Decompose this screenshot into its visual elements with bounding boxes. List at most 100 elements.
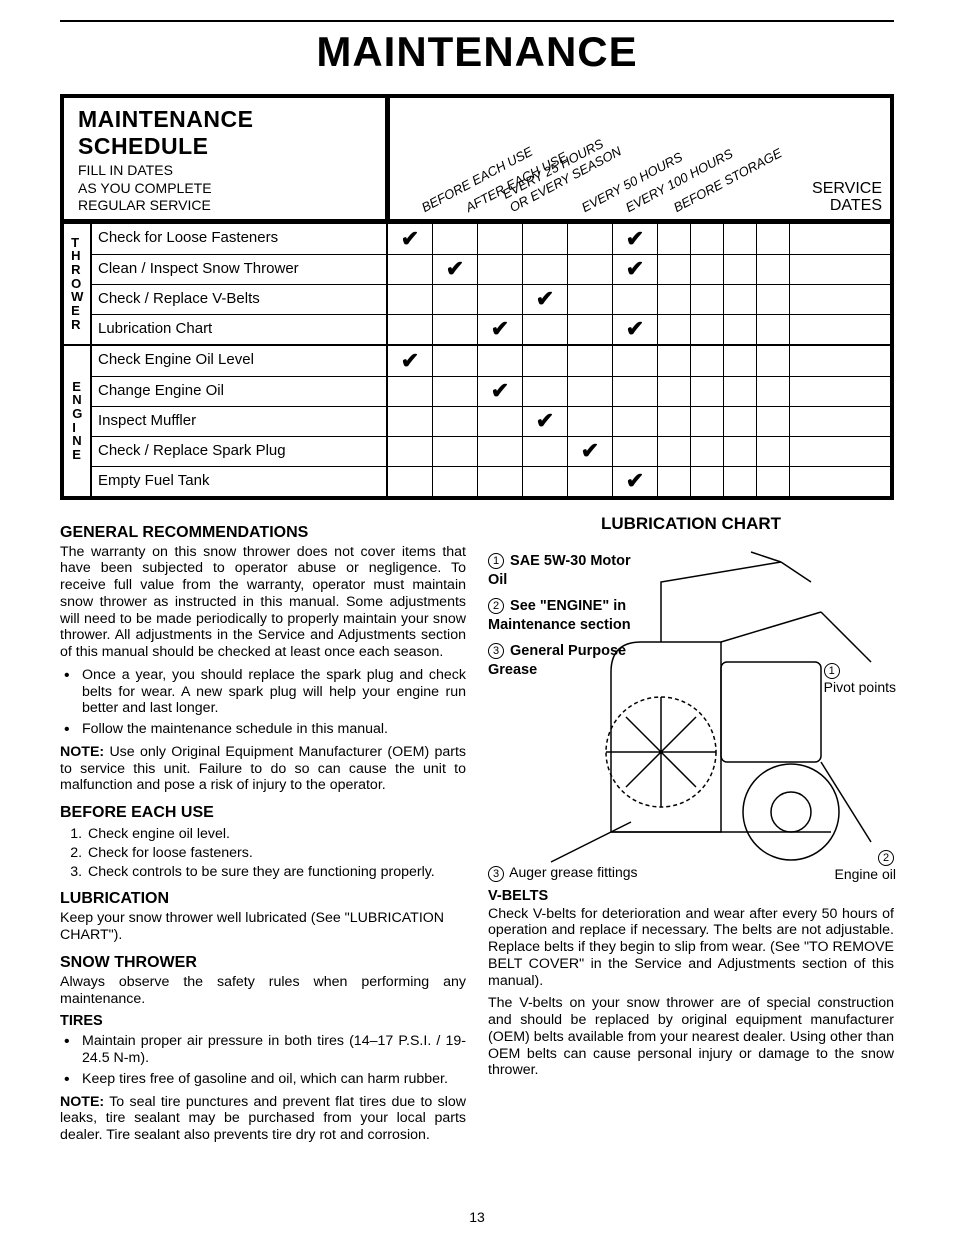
page-title: MAINTENANCE: [60, 28, 894, 76]
date-cell[interactable]: [790, 224, 823, 254]
date-cell[interactable]: [724, 437, 757, 466]
table-row: Change Engine Oil ✔: [92, 376, 890, 406]
date-cell[interactable]: [691, 437, 724, 466]
date-cell[interactable]: [757, 437, 790, 466]
date-cell[interactable]: [658, 255, 691, 284]
interval-cell: ✔: [478, 377, 523, 406]
date-cell[interactable]: [691, 377, 724, 406]
table-row: Check Engine Oil Level✔: [92, 346, 890, 376]
date-cell[interactable]: [757, 315, 790, 344]
sub-line: AS YOU COMPLETE: [78, 180, 212, 196]
interval-cell: [568, 467, 613, 496]
date-cell[interactable]: [724, 467, 757, 496]
engine-callout: 2 Engine oil: [835, 848, 897, 881]
date-cell[interactable]: [691, 467, 724, 496]
date-cell[interactable]: [691, 224, 724, 254]
tires-note: NOTE: To seal tire punctures and prevent…: [60, 1094, 466, 1144]
page-number: 13: [469, 1209, 485, 1225]
task-cell: Check Engine Oil Level: [92, 346, 388, 376]
date-cell[interactable]: [790, 377, 823, 406]
note-text: To seal tire punctures and prevent flat …: [60, 1094, 466, 1144]
bullet: Follow the maintenance schedule in this …: [82, 721, 466, 738]
date-cell[interactable]: [658, 377, 691, 406]
date-cell[interactable]: [790, 315, 823, 344]
date-cell[interactable]: [790, 285, 823, 314]
interval-cell: [613, 437, 658, 466]
interval-cell: ✔: [613, 315, 658, 344]
check-icon: ✔: [491, 378, 509, 404]
date-cell[interactable]: [658, 407, 691, 436]
tires-heading: TIRES: [60, 1013, 466, 1029]
task-cell: Check for Loose Fasteners: [92, 224, 388, 254]
group-label: ENGINE: [64, 346, 92, 496]
lub-legend: 1 SAE 5W-30 Motor Oil 2 See "ENGINE" in …: [488, 552, 638, 681]
date-cell[interactable]: [658, 467, 691, 496]
snow-thrower-para: Always observe the safety rules when per…: [60, 974, 466, 1008]
interval-cell: [478, 224, 523, 254]
date-cell[interactable]: [757, 255, 790, 284]
date-cell[interactable]: [790, 437, 823, 466]
interval-cell: [433, 407, 478, 436]
schedule-body: THROWERCheck for Loose Fasteners✔✔Clean …: [64, 224, 890, 496]
check-icon: ✔: [446, 256, 464, 282]
pivot-callout: 1 Pivot points: [824, 662, 896, 695]
check-icon: ✔: [626, 316, 644, 342]
date-cell[interactable]: [691, 285, 724, 314]
check-icon: ✔: [581, 438, 599, 464]
date-cell[interactable]: [724, 315, 757, 344]
sub-line: REGULAR SERVICE: [78, 197, 211, 213]
date-cell[interactable]: [757, 377, 790, 406]
date-cell[interactable]: [658, 437, 691, 466]
date-cell[interactable]: [724, 224, 757, 254]
date-cell[interactable]: [658, 315, 691, 344]
date-cell[interactable]: [790, 407, 823, 436]
vbelts-para1: Check V-belts for deterioration and wear…: [488, 906, 894, 990]
date-cell[interactable]: [790, 255, 823, 284]
date-cell[interactable]: [658, 346, 691, 376]
date-cell[interactable]: [757, 407, 790, 436]
service-dates-label: SERVICE DATES: [812, 181, 882, 215]
circle-num: 2: [488, 598, 504, 614]
circle-num: 1: [488, 553, 504, 569]
date-cell[interactable]: [724, 255, 757, 284]
schedule-col-headers: SERVICE DATES BEFORE EACH USEAFTER EACH …: [390, 98, 890, 219]
schedule-group: ENGINECheck Engine Oil Level✔Change Engi…: [64, 344, 890, 496]
date-cell[interactable]: [724, 407, 757, 436]
interval-cell: ✔: [478, 315, 523, 344]
date-cell[interactable]: [757, 224, 790, 254]
interval-cell: [388, 467, 433, 496]
legend-text: See "ENGINE" in Maintenance section: [488, 598, 631, 634]
task-cell: Empty Fuel Tank: [92, 467, 388, 496]
date-cell[interactable]: [691, 255, 724, 284]
date-cell[interactable]: [724, 346, 757, 376]
interval-cell: ✔: [613, 467, 658, 496]
date-cell[interactable]: [691, 315, 724, 344]
date-cell[interactable]: [790, 346, 823, 376]
schedule-header: MAINTENANCE SCHEDULE FILL IN DATES AS YO…: [64, 98, 890, 224]
interval-cell: ✔: [613, 224, 658, 254]
callout-text: Auger grease fittings: [509, 864, 637, 880]
date-cell[interactable]: [757, 285, 790, 314]
date-cell[interactable]: [691, 346, 724, 376]
date-cell[interactable]: [757, 467, 790, 496]
task-cell: Check / Replace Spark Plug: [92, 437, 388, 466]
circle-num: 1: [824, 663, 840, 679]
legend-text: SAE 5W-30 Motor Oil: [488, 553, 631, 589]
date-cell[interactable]: [790, 467, 823, 496]
task-cell: Inspect Muffler: [92, 407, 388, 436]
date-cell[interactable]: [724, 377, 757, 406]
general-bullets: Once a year, you should replace the spar…: [60, 667, 466, 738]
interval-cell: ✔: [388, 346, 433, 376]
date-cell[interactable]: [724, 285, 757, 314]
date-cell[interactable]: [658, 224, 691, 254]
date-cell[interactable]: [658, 285, 691, 314]
interval-cell: [433, 437, 478, 466]
interval-cell: [523, 224, 568, 254]
task-cell: Change Engine Oil: [92, 377, 388, 406]
date-cell[interactable]: [691, 407, 724, 436]
interval-cell: [478, 407, 523, 436]
interval-cell: [613, 346, 658, 376]
date-cell[interactable]: [757, 346, 790, 376]
interval-cell: [388, 255, 433, 284]
interval-cell: [523, 437, 568, 466]
